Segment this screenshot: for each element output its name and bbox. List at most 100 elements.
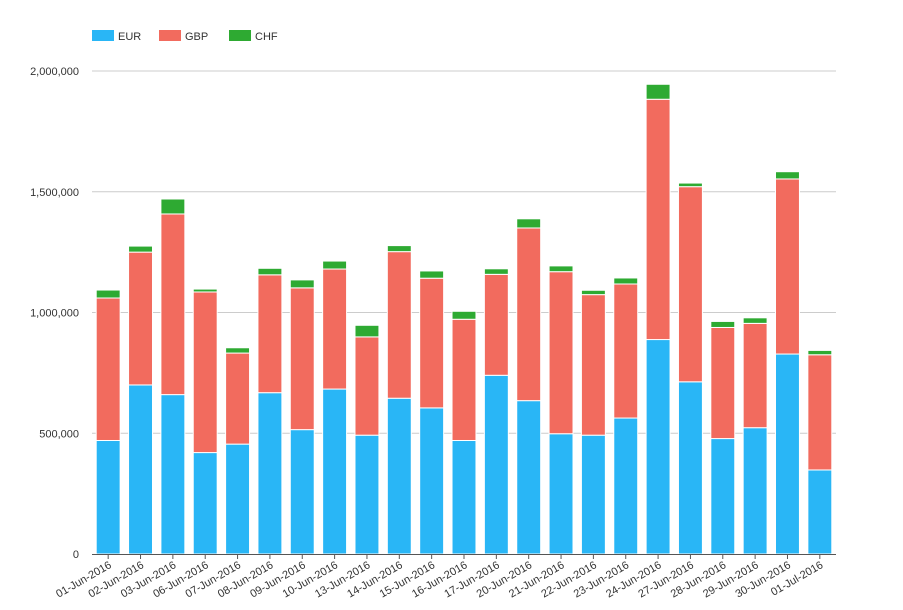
bar-stack[interactable] — [613, 277, 639, 555]
bar-gbp[interactable] — [516, 227, 542, 402]
bar-eur[interactable] — [775, 353, 800, 555]
bar-chf[interactable] — [419, 270, 445, 279]
legend-swatch — [229, 30, 251, 41]
bar-stack[interactable] — [192, 288, 218, 555]
bar-stack[interactable] — [807, 349, 833, 555]
bar-chf[interactable] — [322, 260, 348, 270]
bar-stack[interactable] — [128, 245, 153, 555]
bar-eur[interactable] — [386, 397, 412, 555]
bar-eur[interactable] — [548, 433, 574, 555]
bar-stack[interactable] — [160, 198, 186, 555]
bar-gbp[interactable] — [160, 213, 186, 396]
bar-chf[interactable] — [386, 245, 412, 253]
bar-gbp[interactable] — [128, 251, 153, 386]
bar-chf[interactable] — [257, 267, 283, 276]
bar-stack[interactable] — [677, 182, 703, 555]
bar-stack[interactable] — [95, 289, 121, 555]
bar-gbp[interactable] — [483, 273, 509, 376]
bar-chf[interactable] — [710, 320, 736, 328]
bar-chf[interactable] — [128, 245, 153, 253]
bar-chf[interactable] — [645, 83, 671, 100]
legend-label: EUR — [118, 31, 141, 43]
bar-gbp[interactable] — [95, 297, 121, 441]
bar-eur[interactable] — [710, 438, 736, 555]
bar-eur[interactable] — [516, 400, 542, 555]
bar-gbp[interactable] — [613, 283, 639, 419]
bar-stack[interactable] — [775, 171, 800, 555]
bar-gbp[interactable] — [677, 186, 703, 383]
bar-gbp[interactable] — [419, 277, 445, 409]
bar-chf[interactable] — [354, 324, 380, 338]
bar-chf[interactable] — [451, 310, 477, 320]
y-tick-label: 0 — [73, 549, 79, 561]
bar-gbp[interactable] — [289, 287, 315, 431]
bar-stack[interactable] — [710, 320, 736, 555]
bar-eur[interactable] — [645, 339, 671, 555]
bar-eur[interactable] — [257, 392, 283, 555]
bar-chf[interactable] — [775, 171, 800, 180]
bar-gbp[interactable] — [645, 98, 671, 341]
bar-stack[interactable] — [742, 317, 768, 555]
bar-chf[interactable] — [548, 265, 574, 273]
x-axis: 01-Jun-201602-Jun-201603-Jun-201606-Jun-… — [54, 554, 836, 600]
bar-eur[interactable] — [580, 434, 606, 555]
bar-chf[interactable] — [160, 198, 186, 215]
legend-item-gbp[interactable]: GBP — [159, 30, 208, 43]
legend-item-eur[interactable]: EUR — [92, 30, 141, 43]
bar-eur[interactable] — [419, 407, 445, 555]
bar-gbp[interactable] — [580, 294, 606, 436]
bar-gbp[interactable] — [322, 268, 348, 390]
bar-stack[interactable] — [257, 267, 283, 555]
bar-chf[interactable] — [483, 268, 509, 275]
bar-gbp[interactable] — [775, 178, 800, 355]
bar-stack[interactable] — [580, 289, 606, 555]
bar-chf[interactable] — [516, 218, 542, 229]
bar-stack[interactable] — [419, 270, 445, 555]
bar-eur[interactable] — [322, 388, 348, 555]
bar-gbp[interactable] — [451, 318, 477, 441]
bar-gbp[interactable] — [257, 274, 283, 394]
bar-eur[interactable] — [483, 374, 509, 555]
bar-eur[interactable] — [192, 452, 218, 555]
bar-stack[interactable] — [451, 310, 477, 555]
bar-chf[interactable] — [192, 288, 218, 293]
bar-eur[interactable] — [807, 469, 833, 555]
bar-eur[interactable] — [451, 439, 477, 555]
bar-gbp[interactable] — [548, 271, 574, 435]
legend-swatch — [159, 30, 181, 41]
bar-stack[interactable] — [516, 218, 542, 555]
bar-gbp[interactable] — [710, 326, 736, 440]
bar-eur[interactable] — [128, 384, 153, 555]
bar-gbp[interactable] — [386, 251, 412, 399]
bar-eur[interactable] — [742, 427, 768, 555]
bar-eur[interactable] — [95, 439, 121, 555]
bar-stack[interactable] — [225, 347, 251, 555]
bar-eur[interactable] — [160, 394, 186, 555]
bar-eur[interactable] — [677, 381, 703, 555]
bar-gbp[interactable] — [807, 354, 833, 471]
bar-eur[interactable] — [354, 434, 380, 555]
bar-stack[interactable] — [322, 260, 348, 555]
bar-gbp[interactable] — [225, 352, 251, 445]
bar-chf[interactable] — [613, 277, 639, 285]
bar-gbp[interactable] — [742, 322, 768, 429]
bar-gbp[interactable] — [192, 291, 218, 454]
bar-stack[interactable] — [386, 245, 412, 555]
bar-eur[interactable] — [289, 429, 315, 555]
bar-chf[interactable] — [95, 289, 121, 299]
bar-eur[interactable] — [225, 443, 251, 555]
bar-chf[interactable] — [807, 349, 833, 356]
legend-item-chf[interactable]: CHF — [229, 30, 278, 43]
bar-eur[interactable] — [613, 417, 639, 555]
bar-chf[interactable] — [225, 347, 251, 354]
bar-chf[interactable] — [677, 182, 703, 188]
bar-gbp[interactable] — [354, 336, 380, 436]
bar-stack[interactable] — [289, 279, 315, 555]
bar-stack[interactable] — [483, 268, 509, 555]
bar-stack[interactable] — [548, 265, 574, 555]
bar-stack[interactable] — [354, 324, 380, 555]
bar-stack[interactable] — [645, 83, 671, 555]
bar-chf[interactable] — [289, 279, 315, 289]
bar-chf[interactable] — [580, 289, 606, 296]
bar-chf[interactable] — [742, 317, 768, 324]
